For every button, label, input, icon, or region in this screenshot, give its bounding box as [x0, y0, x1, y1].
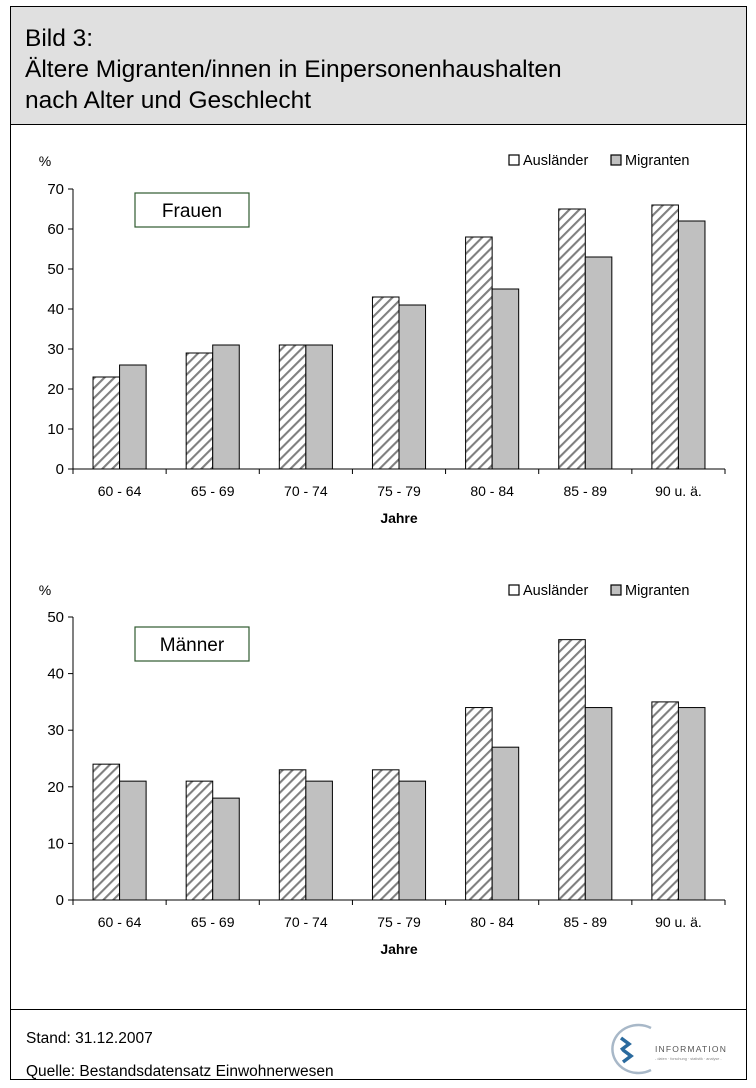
y-tick-label: 10	[47, 835, 64, 852]
legend-swatch-migranten	[610, 154, 622, 166]
x-tick-label: 65 - 69	[191, 914, 235, 930]
bar-migranten	[119, 780, 147, 901]
y-tick-label: 30	[47, 341, 64, 358]
logo-arc-icon	[611, 1023, 652, 1075]
bar-auslaender	[558, 208, 586, 470]
x-axis-label: Jahre	[380, 941, 418, 957]
logo-wordmark: INFORMATION	[655, 1044, 727, 1054]
panel-label: Männer	[160, 635, 225, 656]
figure-frame: Bild 3: Ältere Migranten/innen in Einper…	[10, 6, 747, 1080]
bar-migranten	[677, 707, 706, 901]
information-logo: INFORMATION - daten · forschung · statis…	[611, 1023, 727, 1075]
chart-maenner: 0 10 20 30 40 50% 60 - 64 65 - 69 70 - 74 75 - 79…	[11, 575, 746, 1005]
bar-migranten	[398, 304, 427, 470]
figure-number: Bild 3:	[25, 25, 94, 52]
bar-migranten	[677, 220, 706, 470]
legend-label-auslaender: Ausländer	[523, 583, 588, 599]
legend-label-auslaender: Ausländer	[523, 153, 588, 169]
y-tick-label: 40	[47, 666, 64, 683]
bar-migranten	[305, 344, 333, 470]
x-tick-label: 85 - 89	[563, 914, 607, 930]
bar-auslaender	[371, 769, 400, 901]
bar-auslaender	[371, 296, 400, 470]
x-tick-label: 70 - 74	[284, 914, 328, 930]
x-tick-label: 90 u. ä.	[655, 483, 702, 499]
logo-tagline: - daten · forschung · statistik · analys…	[655, 1057, 722, 1061]
bar-migranten	[491, 288, 520, 470]
x-tick-label: 60 - 64	[98, 914, 142, 930]
bar-auslaender	[558, 639, 586, 901]
bar-auslaender	[465, 707, 493, 901]
logo-chevron-icon	[619, 1036, 632, 1052]
bar-auslaender	[465, 236, 493, 470]
x-tick-label: 80 - 84	[470, 914, 514, 930]
x-axis-label: Jahre	[380, 510, 418, 526]
panel-label-box	[134, 192, 250, 228]
bar-auslaender	[92, 763, 121, 901]
y-tick-label: 0	[56, 892, 64, 909]
legend-label-migranten: Migranten	[625, 153, 689, 169]
figure-footer: Stand: 31.12.2007 Quelle: Bestandsdatens…	[11, 1009, 746, 1081]
y-tick-label: 20	[47, 779, 64, 796]
figure-subtitle: nach Alter und Geschlecht	[25, 87, 312, 114]
bar-migranten	[491, 746, 520, 901]
y-tick-label: 40	[47, 301, 64, 318]
y-axis-label: %	[39, 153, 51, 169]
x-tick-label: 85 - 89	[563, 483, 607, 499]
bar-auslaender	[185, 780, 214, 901]
bar-auslaender	[92, 376, 121, 470]
logo-chevron-icon	[621, 1048, 634, 1064]
bar-auslaender	[651, 701, 679, 901]
y-tick-label: 20	[47, 381, 64, 398]
legend-swatch-auslaender	[508, 584, 520, 596]
y-tick-label: 50	[47, 261, 64, 278]
chart-maenner-svg: 0 10 20 30 40 50% 60 - 64 65 - 69 70 - 74 75 - 79…	[39, 582, 726, 957]
panel-label: Frauen	[162, 201, 222, 222]
y-tick-label: 60	[47, 221, 64, 238]
y-tick-label: 0	[56, 461, 64, 478]
x-tick-label: 60 - 64	[98, 483, 142, 499]
bar-migranten	[212, 797, 240, 901]
y-tick-label: 50	[47, 609, 64, 626]
figure-header: Bild 3: Ältere Migranten/innen in Einper…	[11, 7, 746, 125]
y-tick-label: 30	[47, 722, 64, 739]
chart-frauen-svg: 0 10 20 30 40 50 60 70% 60 - 64 65 - 69 70 - 74 75 …	[39, 153, 726, 526]
legend-swatch-migranten	[610, 584, 622, 596]
x-tick-label: 75 - 79	[377, 483, 421, 499]
bar-auslaender	[278, 344, 307, 470]
bar-migranten	[212, 344, 240, 470]
panel-label-box	[134, 626, 250, 662]
y-tick-label: 70	[47, 181, 64, 198]
x-tick-label: 75 - 79	[377, 914, 421, 930]
status-date: Stand: 31.12.2007	[26, 1030, 153, 1047]
bar-migranten	[119, 364, 147, 470]
figure-title: Ältere Migranten/innen in Einpersonenhau…	[25, 56, 562, 83]
y-axis-label: %	[39, 582, 51, 598]
bar-auslaender	[651, 204, 679, 470]
x-tick-label: 80 - 84	[470, 483, 514, 499]
y-tick-label: 10	[47, 421, 64, 438]
source-note: Quelle: Bestandsdatensatz Einwohnerwesen	[26, 1063, 334, 1080]
legend-swatch-auslaender	[508, 154, 520, 166]
bar-auslaender	[185, 352, 214, 470]
legend-label-migranten: Migranten	[625, 583, 689, 599]
bar-migranten	[584, 256, 613, 470]
bar-migranten	[305, 780, 333, 901]
bar-migranten	[398, 780, 427, 901]
x-tick-label: 65 - 69	[191, 483, 235, 499]
x-tick-label: 90 u. ä.	[655, 914, 702, 930]
bar-auslaender	[278, 769, 307, 901]
x-tick-label: 70 - 74	[284, 483, 328, 499]
chart-frauen: 0 10 20 30 40 50 60 70% 60 - 64 65 - 69 70 - 74 75 …	[11, 133, 746, 553]
bar-migranten	[584, 707, 613, 901]
